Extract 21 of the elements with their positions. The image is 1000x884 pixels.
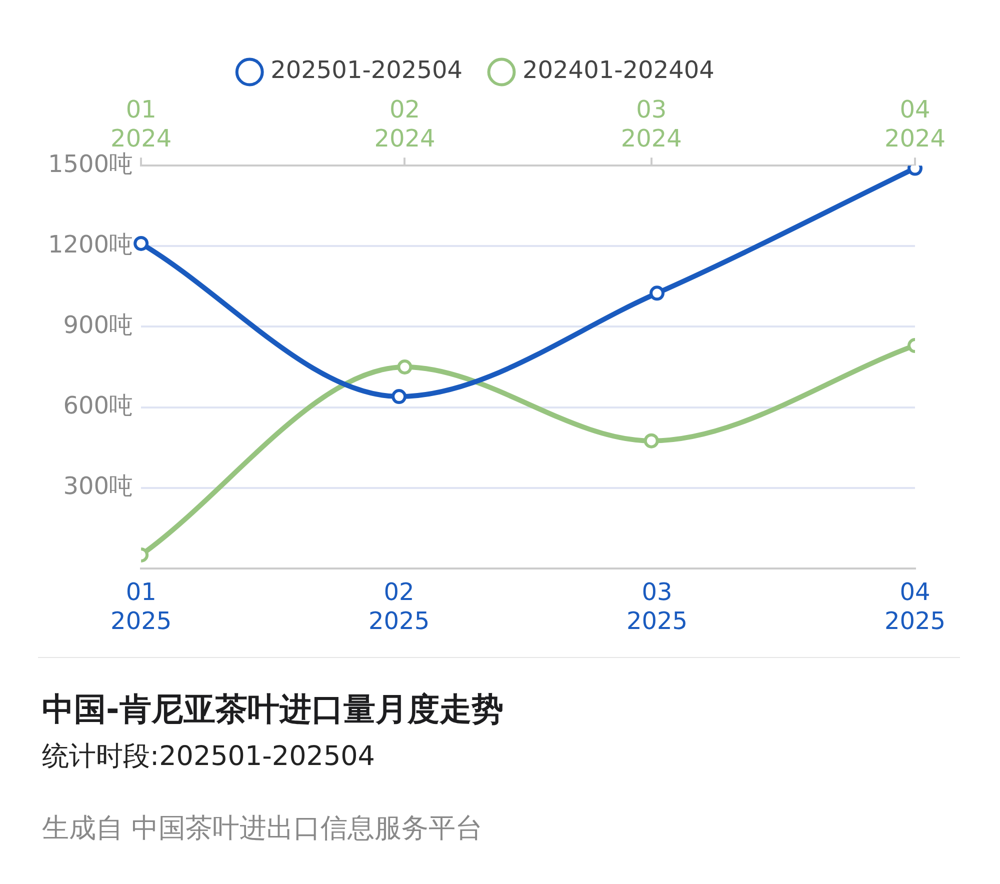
x-tick-label: 01 2025 xyxy=(110,578,172,635)
text: 统计时段:202501-202504 xyxy=(42,740,375,774)
point xyxy=(392,389,407,404)
y-tick-label: 900吨 xyxy=(63,310,134,339)
y-tick-label: 300吨 xyxy=(63,472,134,500)
text: 生成自 中国茶叶进出口信息服务平台 xyxy=(42,812,483,846)
x-tick-label: 02 2025 xyxy=(368,578,430,635)
x-tick-label: 03 2025 xyxy=(626,578,688,635)
point xyxy=(134,236,149,251)
x2-tick-label: 04 2024 xyxy=(884,96,946,152)
legend-label: 202501-202504 xyxy=(270,56,463,84)
x2-tick-label: 02 2024 xyxy=(374,96,436,152)
x2-tick-label: 03 2024 xyxy=(620,96,682,152)
y-tick-label: 1500吨 xyxy=(48,150,134,178)
x-tick-label: 04 2025 xyxy=(884,578,946,635)
x2-tick-label: 01 2024 xyxy=(110,96,172,152)
y-tick-label: 1200吨 xyxy=(48,230,134,258)
y-tick-label: 600吨 xyxy=(63,392,134,420)
legend-label: 202401-202404 xyxy=(522,56,714,84)
point xyxy=(650,286,665,301)
text: 中国-肯尼亚茶叶进口量月度走势 xyxy=(42,689,504,730)
